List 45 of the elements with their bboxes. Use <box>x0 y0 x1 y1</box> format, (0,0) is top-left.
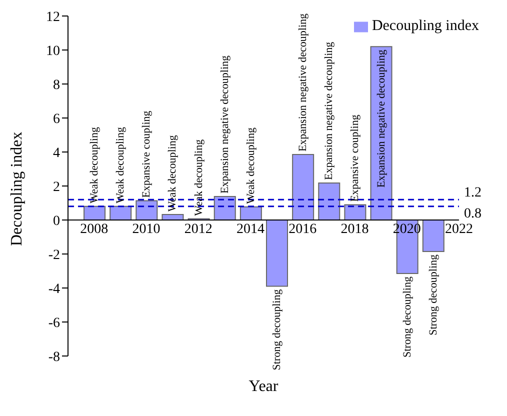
x-axis-title: Year <box>248 378 279 395</box>
annotation: Expansion negative decoupling <box>218 54 231 194</box>
x-tick-label: 2016 <box>288 222 317 237</box>
annotation: Expansive coupling <box>349 114 362 202</box>
annotation: Weak decoupling <box>114 126 127 204</box>
annotation: Weak decoupling <box>192 138 205 216</box>
annotation: Strong decoupling <box>401 276 414 358</box>
bar <box>292 154 314 220</box>
y-tick-label: 10 <box>46 44 60 59</box>
y-tick-label: -8 <box>48 350 60 365</box>
bar <box>240 206 262 220</box>
y-tick-label: -2 <box>48 248 60 263</box>
y-tick-label: 12 <box>46 10 60 25</box>
legend-label: Decoupling index <box>372 18 479 34</box>
ref-line-label: 1.2 <box>464 186 482 201</box>
bar <box>344 204 366 220</box>
annotation: Expansion negative decoupling <box>375 49 388 188</box>
annotation: Weak decoupling <box>244 127 257 204</box>
y-axis-title: Decoupling index <box>8 132 26 246</box>
bar <box>136 200 158 220</box>
x-tick-label: 2014 <box>236 222 264 237</box>
annotation: Expansive coupling <box>140 110 153 198</box>
ref-line-label: 0.8 <box>464 206 482 222</box>
x-tick-label: 2012 <box>184 222 212 237</box>
y-tick-label: 4 <box>53 146 60 161</box>
bar <box>422 220 444 252</box>
x-tick-label: 2008 <box>80 222 108 237</box>
y-tick-label: -4 <box>48 282 60 297</box>
annotation: Strong decoupling <box>427 254 440 336</box>
bar <box>318 182 340 220</box>
annotation: Expansion negative decoupling <box>323 41 336 180</box>
bar <box>214 196 236 220</box>
annotation: Weak decoupling <box>88 126 101 204</box>
annotation: Weak decoupling <box>166 134 179 212</box>
annotation: Strong decoupling <box>271 288 283 370</box>
y-tick-label: 0 <box>53 214 60 229</box>
x-tick-label: 2018 <box>340 222 369 237</box>
x-tick-label: 2022 <box>445 222 473 237</box>
y-tick-label: -6 <box>48 316 60 331</box>
y-tick-label: 2 <box>53 180 60 195</box>
y-tick-label: 8 <box>53 78 60 93</box>
x-tick-label: 2010 <box>132 222 160 237</box>
annotation: Expansion negative decoupling <box>297 12 310 152</box>
bar <box>266 220 288 287</box>
y-tick-label: 6 <box>53 112 60 127</box>
